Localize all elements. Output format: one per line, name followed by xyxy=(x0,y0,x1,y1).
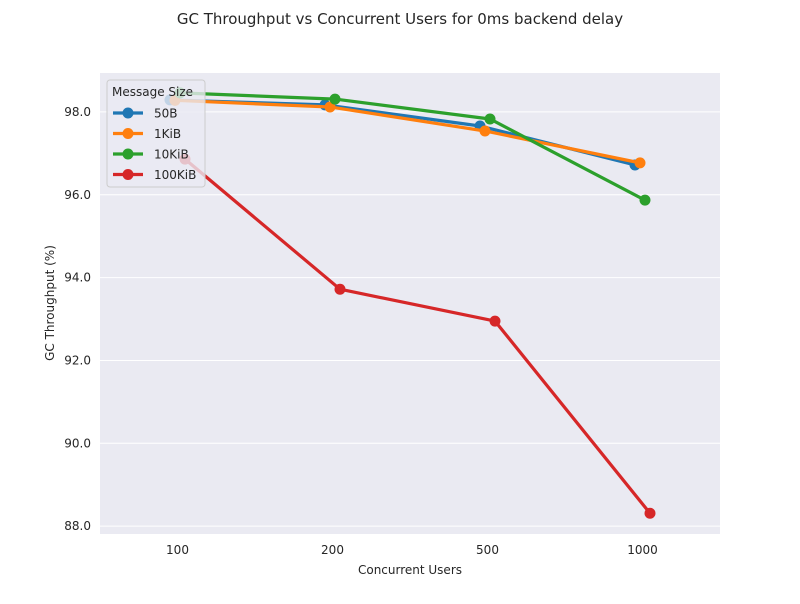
legend-marker xyxy=(122,148,134,160)
y-axis-label: GC Throughput (%) xyxy=(43,245,57,361)
data-point xyxy=(644,507,656,519)
series-line xyxy=(183,157,652,515)
legend-label: 100KiB xyxy=(154,168,196,182)
data-point xyxy=(479,125,491,137)
y-tick-label: 96.0 xyxy=(64,188,91,202)
y-tick-label: 90.0 xyxy=(64,436,91,450)
legend-label: 50B xyxy=(154,107,178,121)
legend-box xyxy=(106,79,206,188)
legend: Message Size 50B 1KiB 10KiB 100KiB xyxy=(106,79,206,188)
x-tick-label: 1000 xyxy=(627,543,658,557)
y-tick-label: 98.0 xyxy=(64,105,91,119)
x-axis-label: Concurrent Users xyxy=(358,563,462,577)
data-point xyxy=(484,113,496,125)
y-tick-label: 94.0 xyxy=(64,271,91,285)
x-tick-label: 500 xyxy=(476,543,499,557)
data-point xyxy=(634,157,646,169)
legend-marker xyxy=(122,128,134,139)
x-tick-label: 100 xyxy=(166,543,189,557)
legend-marker xyxy=(122,107,134,119)
y-tick-label: 92.0 xyxy=(64,353,91,367)
series-line xyxy=(179,91,646,202)
data-point xyxy=(329,93,341,105)
chart-title: GC Throughput vs Concurrent Users for 0m… xyxy=(177,10,623,28)
legend-marker xyxy=(122,169,134,180)
legend-label: 10KiB xyxy=(154,148,189,162)
data-point xyxy=(489,315,501,327)
legend-title: Message Size xyxy=(112,85,193,99)
data-point xyxy=(334,283,346,295)
series-line xyxy=(174,98,641,165)
y-tick-label: 88.0 xyxy=(64,519,91,533)
data-point xyxy=(639,194,651,206)
data-point xyxy=(324,101,336,113)
legend-label: 1KiB xyxy=(154,127,181,141)
x-tick-label: 200 xyxy=(321,543,344,557)
